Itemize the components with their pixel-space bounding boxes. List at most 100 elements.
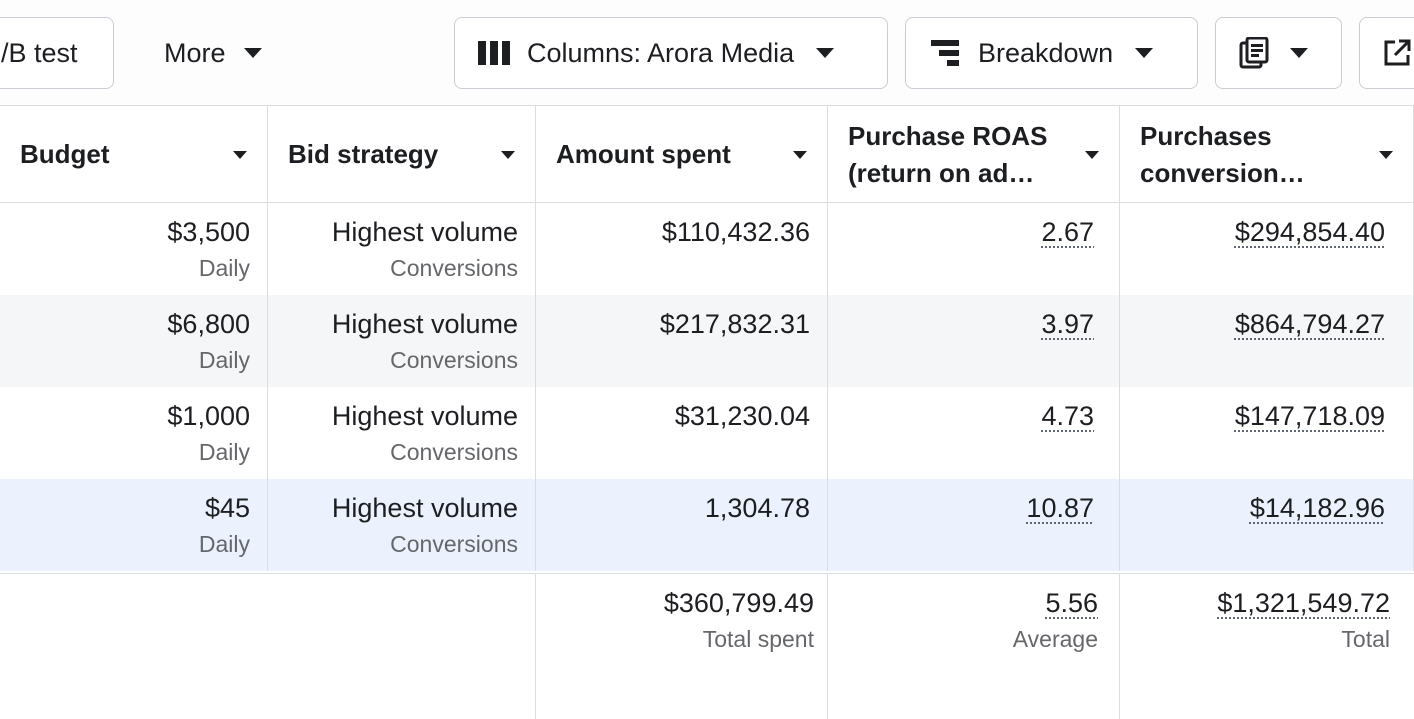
more-label: More: [164, 37, 226, 68]
column-header-label: Bid strategy: [288, 139, 439, 169]
total-conversion-value-cell: $1,321,549.72 Total: [1120, 574, 1414, 719]
columns-label: Columns: Arora Media: [527, 37, 795, 68]
column-header-purchases-conversion[interactable]: Purchases conversion…: [1120, 106, 1414, 203]
column-header-amount-spent[interactable]: Amount spent: [536, 106, 828, 203]
column-header-label-line2: conversion…: [1140, 157, 1305, 188]
column-header-budget[interactable]: Budget: [0, 106, 268, 203]
bid-strategy-cell[interactable]: Highest volume Conversions: [268, 203, 536, 295]
bid-goal: Conversions: [390, 255, 518, 281]
amount-spent-value: $217,832.31: [659, 309, 810, 339]
budget-value: $6,800: [167, 309, 250, 339]
table-row[interactable]: $6,800 Daily Highest volume Conversions …: [0, 295, 1414, 387]
column-divider: [1119, 574, 1120, 719]
sort-caret-icon[interactable]: [793, 150, 807, 159]
total-amount-spent: $360,799.49: [663, 588, 814, 618]
amount-spent-value: $110,432.36: [661, 217, 810, 247]
columns-icon: [477, 40, 511, 66]
breakdown-icon: [930, 39, 960, 67]
roas-cell: 3.97: [828, 295, 1120, 387]
bid-strategy-cell[interactable]: Highest volume Conversions: [268, 479, 536, 571]
table-row[interactable]: $1,000 Daily Highest volume Conversions …: [0, 387, 1414, 479]
column-header-label: Budget: [20, 139, 110, 169]
export-icon: [1382, 38, 1412, 68]
conversion-value[interactable]: $147,718.09: [1234, 401, 1385, 431]
conversion-value-cell: $864,794.27: [1120, 295, 1414, 387]
table-row[interactable]: $3,500 Daily Highest volume Conversions …: [0, 203, 1414, 295]
conversion-value[interactable]: $294,854.40: [1234, 217, 1385, 247]
total-amount-spent-cell: $360,799.49 Total spent: [536, 574, 828, 719]
total-roas-cell: 5.56 Average: [828, 574, 1120, 719]
bid-strategy-value: Highest volume: [331, 217, 518, 247]
sort-caret-icon[interactable]: [233, 150, 247, 159]
bid-strategy-cell[interactable]: Highest volume Conversions: [268, 387, 536, 479]
bid-goal: Conversions: [390, 347, 518, 373]
budget-value: $45: [204, 493, 250, 523]
total-conversion-value-label: Total: [1341, 626, 1390, 652]
amount-spent-cell: $31,230.04: [536, 387, 828, 479]
column-header-label-wrap: Purchase ROAS (return on ad…: [848, 118, 1077, 192]
column-header-bid-strategy[interactable]: Bid strategy: [268, 106, 536, 203]
ab-test-button[interactable]: /B test: [0, 17, 114, 89]
more-button[interactable]: More: [150, 17, 276, 89]
column-header-label: Purchase ROAS: [848, 120, 1048, 151]
bid-strategy-value: Highest volume: [331, 493, 518, 523]
column-header-label-line2: (return on ad…: [848, 157, 1035, 188]
sort-caret-icon[interactable]: [1379, 150, 1393, 159]
bid-strategy-value: Highest volume: [331, 309, 518, 339]
conversion-value[interactable]: $14,182.96: [1249, 493, 1385, 523]
columns-button[interactable]: Columns: Arora Media: [454, 17, 888, 89]
budget-cell[interactable]: $45 Daily: [0, 479, 268, 571]
roas-value[interactable]: 4.73: [1041, 401, 1094, 431]
sort-caret-icon[interactable]: [1085, 150, 1099, 159]
chevron-down-icon: [1135, 48, 1154, 58]
total-roas-label: Average: [1012, 626, 1098, 652]
table-header: Budget Bid strategy Amount spent Purchas…: [0, 106, 1414, 203]
column-header-purchase-roas[interactable]: Purchase ROAS (return on ad…: [828, 106, 1120, 203]
column-header-label-wrap: Purchases conversion…: [1140, 118, 1371, 192]
reports-icon: [1238, 37, 1272, 69]
bid-goal: Conversions: [390, 439, 518, 465]
amount-spent-cell: 1,304.78: [536, 479, 828, 571]
column-header-label: Amount spent: [556, 139, 731, 169]
column-header-label: Purchases: [1140, 120, 1272, 151]
amount-spent-cell: $110,432.36: [536, 203, 828, 295]
table-row-selected[interactable]: $45 Daily Highest volume Conversions 1,3…: [0, 479, 1414, 571]
chevron-down-icon: [243, 48, 262, 58]
bid-goal: Conversions: [390, 531, 518, 557]
roas-cell: 2.67: [828, 203, 1120, 295]
bid-strategy-cell[interactable]: Highest volume Conversions: [268, 295, 536, 387]
budget-cell[interactable]: $6,800 Daily: [0, 295, 268, 387]
data-table: Budget Bid strategy Amount spent Purchas…: [0, 106, 1414, 719]
roas-value[interactable]: 10.87: [1026, 493, 1094, 523]
sort-caret-icon[interactable]: [501, 150, 515, 159]
total-conversion-value[interactable]: $1,321,549.72: [1217, 588, 1390, 618]
export-button[interactable]: [1359, 17, 1414, 89]
column-divider: [827, 574, 828, 719]
budget-value: $3,500: [167, 217, 250, 247]
roas-value[interactable]: 3.97: [1041, 309, 1094, 339]
roas-cell: 4.73: [828, 387, 1120, 479]
roas-value[interactable]: 2.67: [1041, 217, 1094, 247]
conversion-value-cell: $147,718.09: [1120, 387, 1414, 479]
bid-strategy-value: Highest volume: [331, 401, 518, 431]
column-divider: [535, 574, 536, 719]
conversion-value-cell: $294,854.40: [1120, 203, 1414, 295]
reports-button[interactable]: [1215, 17, 1342, 89]
conversion-value-cell: $14,182.96: [1120, 479, 1414, 571]
budget-period: Daily: [198, 347, 250, 373]
breakdown-label: Breakdown: [978, 37, 1114, 68]
toolbar: /B test More Columns: Arora Media Breakd…: [0, 0, 1414, 106]
budget-value: $1,000: [167, 401, 250, 431]
amount-spent-value: $31,230.04: [674, 401, 810, 431]
conversion-value[interactable]: $864,794.27: [1234, 309, 1385, 339]
budget-period: Daily: [198, 531, 250, 557]
roas-cell: 10.87: [828, 479, 1120, 571]
totals-row: $360,799.49 Total spent 5.56 Average $1,…: [0, 573, 1414, 719]
total-roas[interactable]: 5.56: [1045, 588, 1098, 618]
chevron-down-icon: [816, 48, 835, 58]
ab-test-label: /B test: [1, 37, 78, 68]
budget-cell[interactable]: $3,500 Daily: [0, 203, 268, 295]
breakdown-button[interactable]: Breakdown: [905, 17, 1198, 89]
budget-cell[interactable]: $1,000 Daily: [0, 387, 268, 479]
budget-period: Daily: [198, 255, 250, 281]
